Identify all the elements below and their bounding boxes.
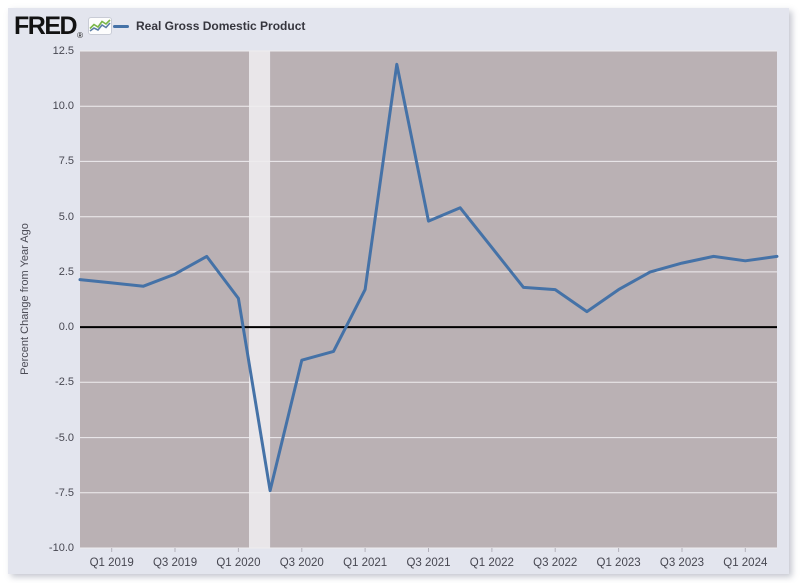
y-tick-label: -2.5 [55,376,74,389]
chart-header: FRED ® Real Gross Domestic Product [8,8,789,48]
x-tick-label: Q1 2024 [723,557,768,569]
y-tick-label: 12.5 [52,45,74,57]
fred-sparkline-icon [87,17,112,35]
x-tick-label: Q3 2023 [659,557,705,569]
y-tick-label: -10.0 [48,542,74,554]
x-tick-label: Q1 2021 [343,557,388,569]
x-tick-label: Q3 2019 [152,557,198,569]
registered-trademark: ® [77,30,83,40]
fred-logo[interactable]: FRED ® [14,12,112,40]
x-tick-label: Q1 2020 [216,557,261,569]
x-tick-label: Q3 2020 [279,557,324,569]
y-tick-label: 10.0 [52,100,74,113]
y-axis-title: Percent Change from Year Ago [19,223,31,375]
legend-series-label[interactable]: Real Gross Domestic Product [136,19,306,33]
x-tick-label: Q3 2022 [533,557,578,569]
fred-logo-text: FRED [14,12,78,40]
y-tick-label: -5.0 [55,431,74,444]
y-tick-label: 0.0 [58,321,74,334]
plot-area[interactable] [78,50,779,553]
y-tick-label: 5.0 [58,210,74,223]
x-tick-label: Q1 2023 [596,557,641,569]
fred-chart-widget: FRED ® Real Gross Domestic Product Percen… [8,8,789,574]
x-tick-label: Q1 2022 [469,557,514,569]
y-tick-label: -7.5 [55,486,74,499]
x-tick-label: Q3 2021 [406,557,451,569]
legend: Real Gross Domestic Product [113,19,305,33]
y-tick-label: 2.5 [58,265,74,278]
y-tick-label: 7.5 [58,155,74,168]
x-tick-label: Q1 2019 [89,557,134,569]
legend-line-swatch[interactable] [113,24,129,28]
